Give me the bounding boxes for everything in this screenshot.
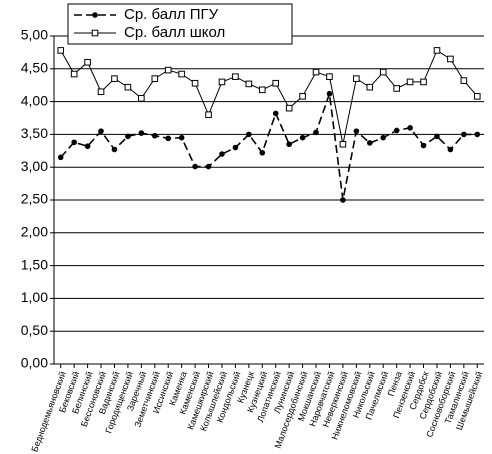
point (353, 128, 360, 134)
point (124, 83, 132, 91)
point (420, 78, 427, 86)
point (246, 131, 252, 138)
point (447, 55, 454, 63)
point (299, 93, 306, 100)
point (353, 75, 360, 82)
point (111, 146, 118, 153)
y-tick-label: 0,00 (21, 355, 48, 371)
point (164, 66, 172, 74)
point (70, 70, 78, 78)
point (259, 149, 266, 156)
point (393, 85, 400, 92)
point (125, 133, 131, 140)
point (326, 73, 333, 80)
point (165, 135, 172, 142)
point (299, 134, 306, 141)
point (97, 88, 105, 96)
point (339, 140, 347, 148)
y-tick-label: 1,00 (21, 289, 48, 305)
point (138, 130, 145, 136)
point (151, 132, 158, 139)
series-line (60, 93, 478, 201)
point (380, 134, 387, 141)
y-tick-label: 0,50 (21, 322, 48, 338)
point (393, 127, 400, 134)
y-tick-label: 1,50 (21, 256, 48, 272)
point (272, 110, 279, 117)
point (407, 125, 413, 131)
legend-box (67, 3, 293, 45)
y-tick-label: 3,50 (21, 125, 48, 141)
point (245, 80, 253, 88)
point (366, 83, 374, 91)
point (340, 197, 346, 203)
point (71, 139, 77, 146)
point (98, 128, 104, 134)
point (205, 163, 212, 170)
y-tick-label: 5,00 (21, 27, 48, 43)
series-line (60, 49, 478, 145)
point (232, 73, 239, 80)
point (191, 79, 199, 87)
point (219, 151, 225, 157)
point (258, 86, 266, 94)
point (84, 143, 91, 150)
point (138, 95, 145, 102)
legend-label: Ср. балл школ (124, 24, 225, 41)
point (473, 93, 481, 100)
y-tick-label: 2,50 (21, 191, 48, 207)
point (57, 47, 65, 54)
point (57, 154, 64, 161)
point (205, 111, 212, 119)
point (286, 141, 292, 148)
point (84, 58, 91, 66)
point (272, 79, 280, 87)
point (433, 47, 441, 54)
point (379, 68, 387, 76)
point (232, 144, 239, 151)
y-tick-label: 3,00 (21, 158, 48, 174)
legend-marker (91, 29, 99, 37)
point (366, 140, 373, 146)
point (420, 142, 427, 149)
point (326, 90, 333, 97)
point (312, 68, 320, 76)
point (461, 131, 467, 138)
legend-marker (92, 12, 98, 18)
point (474, 131, 481, 138)
point (406, 78, 414, 86)
y-tick-label: 4,50 (21, 60, 48, 76)
point (218, 78, 226, 86)
y-tick-label: 4,00 (21, 92, 48, 108)
point (285, 104, 293, 112)
point (178, 70, 185, 78)
point (313, 129, 319, 136)
y-tick-label: 2,00 (21, 224, 48, 240)
point (178, 134, 185, 141)
point (151, 75, 159, 82)
legend-label: Ср. балл ПГУ (124, 6, 219, 23)
point (460, 77, 468, 84)
point (192, 163, 198, 170)
point (447, 146, 454, 153)
point (434, 133, 440, 140)
point (111, 75, 118, 82)
